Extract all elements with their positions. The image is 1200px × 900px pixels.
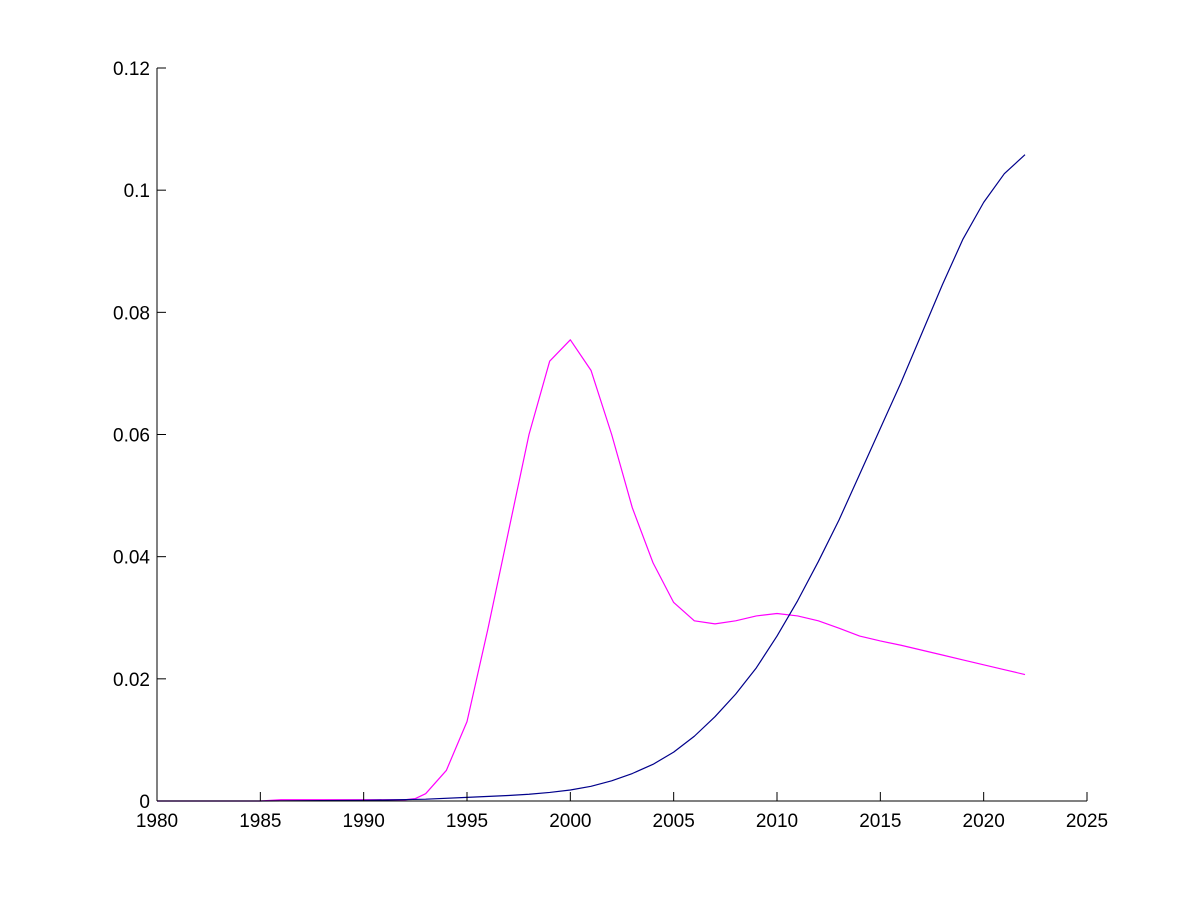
x-tick-label: 2010 [756, 811, 798, 832]
y-tick-label: 0.08 [113, 303, 150, 324]
series-line-1 [157, 154, 1026, 802]
y-tick-label: 0 [139, 792, 150, 813]
x-tick-label: 2025 [1066, 811, 1108, 832]
y-tick-label: 0.02 [113, 670, 150, 691]
x-tick-label: 1980 [136, 811, 178, 832]
series-line-0 [157, 339, 1026, 802]
y-axis-ticks: 0 0.02 0.04 0.06 0.08 0.1 0.12 [113, 59, 166, 813]
x-tick-label: 1985 [239, 811, 281, 832]
x-axis-ticks: 1980 1985 1990 1995 2000 2005 2010 2015 2020 2025 [136, 792, 1108, 832]
y-tick-label: 0.04 [113, 548, 150, 569]
axes [156, 68, 1087, 802]
x-tick-label: 2005 [653, 811, 695, 832]
y-tick-label: 0.12 [113, 59, 150, 80]
x-tick-label: 1995 [446, 811, 488, 832]
series-layer [157, 154, 1026, 802]
x-tick-label: 2015 [859, 811, 901, 832]
y-tick-label: 0.06 [113, 426, 150, 447]
x-tick-label: 1990 [343, 811, 385, 832]
x-tick-label: 2020 [963, 811, 1005, 832]
x-tick-label: 2000 [549, 811, 591, 832]
y-tick-label: 0.1 [124, 181, 150, 202]
